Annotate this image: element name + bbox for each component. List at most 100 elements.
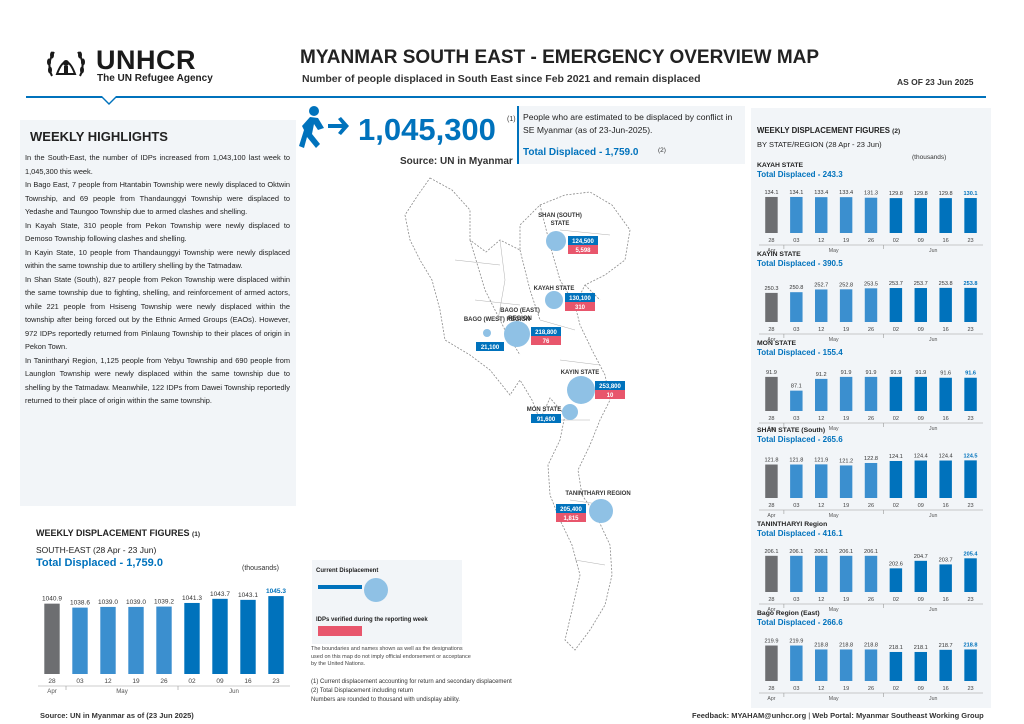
bar-09	[914, 198, 927, 233]
x-tick-label: 23	[967, 327, 973, 333]
chart-kayin-total: Total Displaced - 390.5	[757, 259, 843, 268]
bar-03	[790, 390, 803, 411]
x-tick-label: 03	[76, 678, 84, 685]
map-label-bago-east: BAGO (EAST) REGION	[500, 308, 540, 322]
map-label-bago-east-line1: BAGO (EAST)	[500, 308, 540, 314]
bar-03	[790, 645, 803, 681]
bar-value-label: 121.8	[764, 458, 778, 464]
x-tick-label: 16	[943, 327, 949, 333]
map-label-shan-line1: SHAN (SOUTH)	[538, 213, 582, 219]
map-circle-kayin	[567, 376, 595, 404]
as-of-date: AS OF 23 Jun 2025	[897, 77, 974, 87]
map-new-kayin: 10	[607, 393, 614, 399]
map-label-shan: SHAN (SOUTH) STATE	[538, 213, 582, 227]
month-label: Jun	[929, 513, 937, 518]
month-label: Jun	[929, 337, 937, 342]
bar-03	[790, 464, 803, 498]
bar-28	[765, 464, 778, 498]
bar-value-label: 134.1	[764, 190, 778, 196]
bar-02	[889, 460, 903, 498]
bar-03	[790, 292, 803, 322]
x-tick-label: 26	[160, 678, 168, 685]
bar-19	[839, 289, 853, 322]
x-tick-label: 23	[967, 503, 973, 509]
bar-value-label: 124.1	[889, 454, 903, 460]
feedback-email-link[interactable]: MYAHAM@unhcr.org	[731, 711, 807, 720]
footnote: (2) Total Displacement including return	[311, 688, 414, 694]
x-tick-label: 28	[48, 678, 56, 685]
bar-value-label: 87.1	[791, 384, 802, 390]
southeast-chart-subtitle: SOUTH-EAST (28 Apr - 23 Jun)	[36, 545, 157, 555]
chart-kayah-plot: 134.1 28 134.1 03 133.4 12 133.4 19 131.3 26 129.8…	[759, 190, 983, 253]
southeast-chart-plot: 1040.9 28 1038.6 03 1039.0 12 1039.0 19 1039.2 26…	[38, 588, 290, 695]
map-circle-bago-east	[504, 321, 530, 347]
bar-12	[815, 464, 828, 498]
bar-value-label: 91.6	[940, 371, 951, 377]
bar-value-label: 218.7	[939, 643, 953, 649]
x-tick-label: 28	[768, 327, 774, 333]
map-current-tanintharyi-box	[556, 504, 586, 513]
x-tick-label: 02	[893, 238, 899, 244]
bar-23	[964, 649, 977, 681]
bar-value-label: 129.8	[914, 191, 928, 197]
legend-current-circle	[364, 578, 388, 602]
chart-kayah-total: Total Displaced - 243.3	[757, 170, 843, 179]
bar-value-label: 121.8	[789, 458, 803, 464]
x-tick-label: 09	[918, 327, 924, 333]
bar-value-label: 253.5	[864, 281, 878, 287]
x-tick-label: 28	[768, 238, 774, 244]
legend-graphics: Current Displacement IDPs verified durin…	[316, 568, 428, 636]
map-circle-mon	[562, 404, 578, 420]
legend-new-bar	[318, 626, 362, 636]
x-tick-label: 23	[967, 597, 973, 603]
bar-09	[914, 288, 927, 322]
web-portal-link[interactable]: Myanmar Southeast Working Group	[855, 711, 984, 720]
bar-value-label: 253.7	[914, 281, 928, 287]
footnote: (1) Current displacement accounting for …	[311, 679, 512, 685]
x-tick-label: 09	[918, 686, 924, 692]
summary-source: Source: UN in Myanmar	[400, 156, 513, 167]
chart-mon: MON STATE Total Displaced - 155.4 91.9 28…	[757, 340, 989, 431]
weekly-figures-subtitle: BY STATE/REGION (28 Apr - 23 Jun)	[757, 140, 882, 149]
x-tick-label: 03	[793, 238, 799, 244]
highlights-panel	[20, 120, 296, 506]
map-circle-bago-west	[483, 329, 491, 337]
x-tick-label: 19	[843, 503, 849, 509]
bar-value-label: 202.6	[889, 561, 903, 567]
bar-19	[839, 649, 853, 681]
map-current-kayah: 130,100	[569, 296, 591, 302]
map-new-shan: 5,598	[575, 248, 591, 254]
bar-value-label: 91.2	[816, 372, 827, 378]
x-tick-label: 03	[793, 503, 799, 509]
map-current-tanintharyi: 205,400	[560, 507, 582, 513]
bar-09	[914, 460, 927, 498]
bar-28	[765, 196, 778, 233]
bar-23	[964, 377, 977, 411]
bar-28	[765, 645, 778, 681]
bar-value-label: 218.8	[964, 642, 978, 648]
map-current-bago-west: 21,100	[481, 345, 500, 351]
bar-value-label: 253.7	[889, 281, 903, 287]
bar-19	[128, 606, 144, 674]
bar-value-label: 218.8	[814, 642, 828, 648]
southeast-chart-title: WEEKLY DISPLACEMENT FIGURES (1)	[36, 528, 200, 538]
x-tick-label: 03	[793, 597, 799, 603]
chart-shan-title: SHAN STATE (South)	[757, 427, 826, 434]
page-title: MYANMAR SOUTH EAST - EMERGENCY OVERVIEW …	[300, 47, 820, 68]
chart-mon-title: MON STATE	[757, 340, 797, 347]
bar-value-label: 91.9	[766, 370, 777, 376]
footnotes: (1) Current displacement accounting for …	[311, 678, 611, 705]
map-label-bago-east-line2: REGION	[508, 316, 532, 322]
x-tick-label: 26	[868, 597, 874, 603]
bar-value-label: 253.8	[964, 281, 978, 287]
bar-value-label: 1040.9	[42, 596, 62, 603]
bar-26	[864, 376, 878, 411]
bar-value-label: 122.8	[864, 456, 878, 462]
month-label: Jun	[929, 607, 937, 612]
bar-value-label: 133.4	[814, 190, 828, 196]
bar-28	[765, 376, 778, 411]
bar-03	[790, 555, 803, 592]
bar-16	[939, 564, 952, 592]
x-tick-label: 28	[768, 597, 774, 603]
running-person-icon	[299, 106, 349, 148]
